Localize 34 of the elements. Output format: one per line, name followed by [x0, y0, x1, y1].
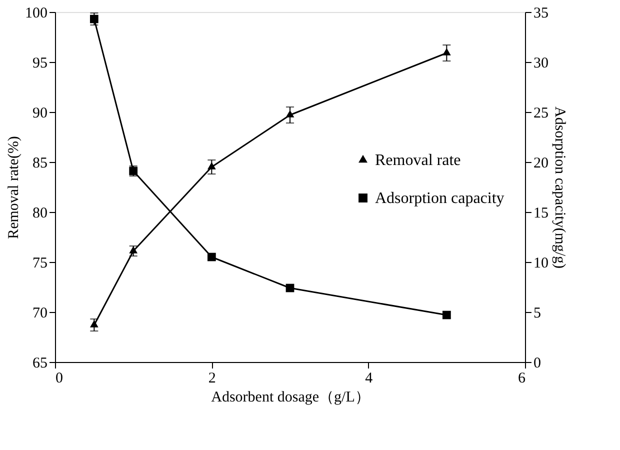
point: [129, 246, 138, 254]
x-tick-label: 4: [365, 370, 374, 386]
y2-tick-label: 25: [534, 106, 548, 122]
x-axis-title: Adsorbent dosage（g/L）: [211, 390, 370, 406]
point: [90, 320, 98, 328]
y-tick-label: 70: [32, 306, 48, 322]
y-tick-label: 100: [25, 6, 48, 22]
y2-tick-label: 0: [534, 356, 541, 372]
legend-label: Adsorption capacity: [375, 190, 504, 207]
y-tick-label: 80: [32, 206, 48, 222]
y2-tick-label: 15: [534, 206, 548, 222]
y2-axis-title: Adsorption capacity(mg/g): [552, 106, 568, 269]
point: [207, 252, 216, 262]
x-tick-label: 6: [518, 370, 526, 386]
y-tick-label: 95: [32, 56, 48, 72]
y2-tick-label: 30: [534, 56, 548, 72]
y-tick-label: 90: [32, 106, 48, 122]
point: [442, 48, 451, 56]
x-tick-label: 0: [56, 370, 63, 386]
y2-tick-label: 10: [534, 256, 548, 272]
point: [286, 110, 294, 118]
y-tick-label: 65: [32, 356, 48, 372]
point: [286, 284, 294, 292]
y-axis-title: Removal rate(%): [6, 136, 22, 239]
y-tick-label: 75: [32, 256, 48, 272]
x-tick-label: 2: [208, 370, 216, 386]
y2-tick-label: 35: [534, 6, 548, 22]
y2-tick-label: 5: [534, 306, 541, 322]
y2-tick-label: 20: [534, 156, 548, 172]
point: [207, 162, 216, 170]
point: [90, 14, 98, 24]
point: [442, 310, 451, 320]
y-tick-label: 85: [32, 156, 48, 172]
legend-label: Removal rate: [375, 152, 461, 169]
